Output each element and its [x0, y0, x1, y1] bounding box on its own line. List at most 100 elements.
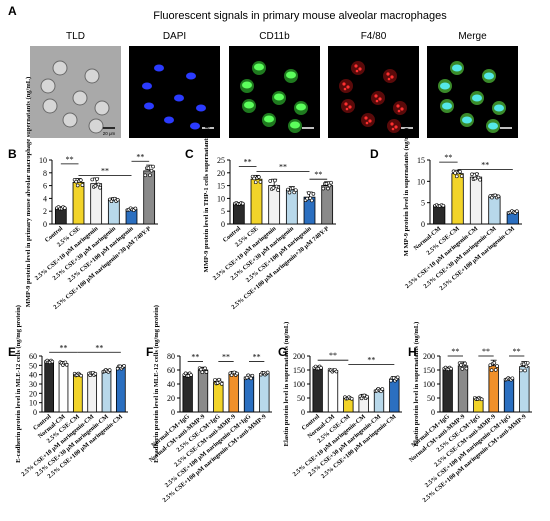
bar	[503, 378, 515, 413]
significance-label: **	[66, 155, 74, 164]
nucleus	[190, 122, 200, 130]
data-point	[453, 171, 457, 175]
panel-a-letter: A	[8, 4, 17, 18]
data-point	[149, 168, 154, 173]
chart-panels: B 0 2 4 6 8 10 MMP-9 protein level in primary m…	[8, 77, 532, 504]
bar	[469, 176, 483, 225]
chart-d: D 0 5 10 15 M MP-9 protein level in supernata…	[370, 128, 522, 292]
bar	[433, 205, 446, 225]
bar	[182, 374, 193, 413]
data-point	[252, 176, 256, 181]
y-tick-label: 15	[417, 156, 425, 165]
cell	[40, 78, 56, 94]
data-point	[107, 368, 112, 372]
spot	[358, 67, 362, 71]
y-tick-label: 0	[421, 220, 425, 229]
cell-core	[440, 82, 450, 90]
y-tick-label: 40	[29, 371, 37, 380]
data-point	[510, 376, 515, 381]
panel-a-title: Fluorescent signals in primary mouse alv…	[153, 10, 447, 22]
nucleus	[186, 72, 196, 80]
cell	[351, 61, 365, 75]
spot	[344, 102, 348, 106]
bar	[250, 178, 263, 225]
bar	[44, 361, 55, 413]
data-point	[203, 366, 207, 371]
cell-core	[244, 101, 254, 109]
data-point	[268, 179, 273, 183]
panel-letter: E	[8, 345, 16, 359]
spot	[387, 77, 391, 81]
y-tick-label: 5	[221, 207, 225, 216]
cell-core	[264, 115, 274, 123]
significance-label: **	[482, 347, 490, 356]
scale-bar-label: 20 μm	[302, 131, 315, 136]
y-tick-label: 60	[29, 352, 37, 361]
cell-core	[274, 93, 284, 101]
data-point	[80, 183, 85, 187]
y-tick-label: 50	[29, 361, 37, 370]
data-point	[200, 370, 205, 375]
significance-label: **	[253, 353, 261, 362]
data-point	[515, 209, 519, 214]
data-point	[479, 397, 484, 402]
spot	[354, 64, 358, 68]
bar	[488, 195, 501, 225]
data-point	[329, 180, 333, 185]
data-point	[470, 172, 474, 177]
micrograph-green: CD11b 20 μm	[229, 31, 320, 138]
data-point	[459, 174, 464, 178]
data-point	[478, 177, 482, 182]
y-tick-label: 10	[217, 194, 225, 203]
significance-label: **	[95, 343, 103, 352]
data-point	[133, 206, 138, 211]
data-point	[112, 196, 117, 201]
cell-core	[296, 103, 306, 111]
y-tick-label: 0	[221, 220, 225, 229]
data-point	[151, 164, 155, 169]
cell	[371, 91, 385, 105]
y-tick-label: 40	[167, 380, 175, 389]
data-point	[395, 375, 400, 380]
bar	[488, 365, 499, 413]
bar	[232, 203, 245, 225]
data-point	[235, 371, 239, 376]
panel-letter: B	[8, 147, 17, 161]
y-tick-label: 200	[293, 352, 305, 361]
cell	[94, 100, 110, 116]
data-point	[306, 191, 311, 195]
y-tick-label: 0	[171, 408, 175, 417]
data-point	[50, 359, 55, 364]
bar	[58, 363, 69, 413]
data-point	[458, 169, 462, 174]
bar	[389, 378, 400, 413]
significance-label: **	[101, 166, 109, 175]
bar	[285, 189, 298, 225]
data-point	[521, 362, 526, 367]
y-tick-label: 0	[431, 408, 435, 417]
bar	[197, 369, 209, 413]
data-point	[143, 173, 148, 178]
y-tick-label: 5	[421, 199, 425, 208]
spot	[365, 121, 369, 125]
data-point	[305, 196, 309, 201]
micrograph-label: Merge	[458, 31, 487, 42]
data-point	[90, 177, 95, 182]
cell	[52, 60, 68, 76]
data-point	[525, 361, 530, 365]
y-tick-label: 200	[423, 352, 435, 361]
scale-bar-label: 20 μm	[401, 131, 414, 136]
data-point	[148, 173, 152, 178]
y-tick-label: 0	[33, 408, 37, 417]
significance-label: **	[279, 163, 287, 172]
spot	[348, 105, 352, 109]
data-point	[321, 186, 326, 191]
cell-core	[442, 102, 452, 110]
data-point	[454, 174, 459, 179]
data-point	[380, 387, 385, 391]
spot	[390, 122, 394, 126]
data-point	[287, 190, 292, 195]
y-tick-label: 100	[423, 380, 435, 389]
bar	[101, 370, 112, 413]
